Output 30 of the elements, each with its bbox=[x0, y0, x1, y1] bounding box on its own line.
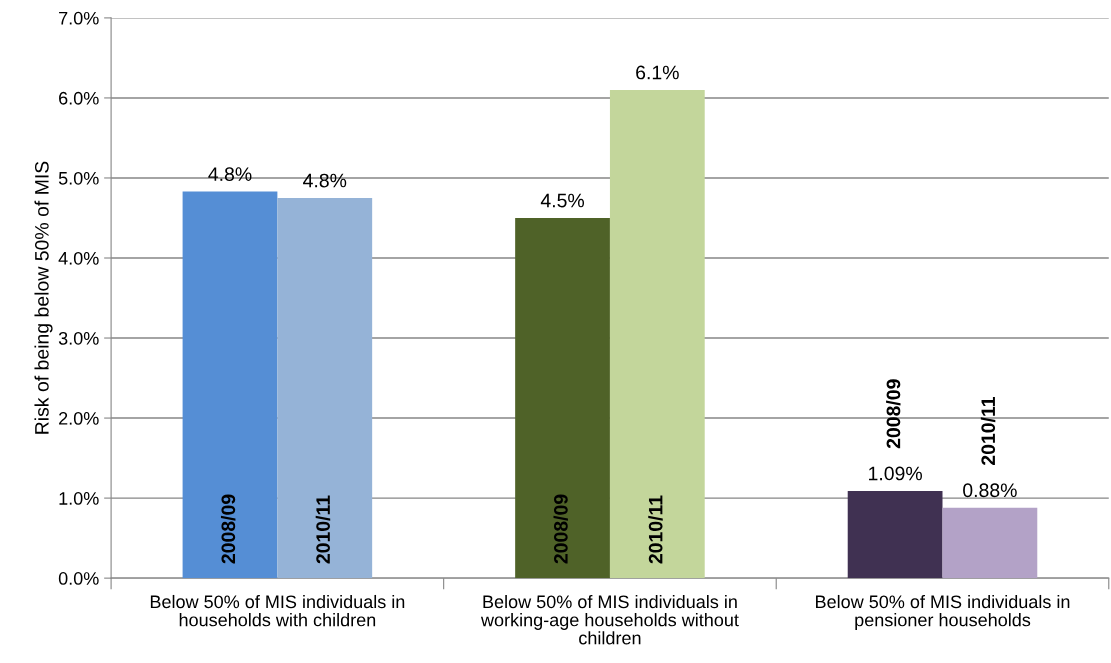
data-label: 0.88% bbox=[963, 483, 1017, 498]
data-label: 4.8% bbox=[303, 173, 347, 188]
data-label: 4.8% bbox=[208, 167, 252, 182]
y-tick-label: 6.0% bbox=[59, 91, 99, 105]
y-tick-label: 0.0% bbox=[58, 572, 99, 585]
text: 2008/09 bbox=[886, 379, 901, 449]
y-tick-label: 1.0% bbox=[59, 492, 99, 505]
bar bbox=[609, 89, 705, 579]
y-tick-label: 2.0% bbox=[59, 412, 99, 425]
bar bbox=[942, 507, 1038, 579]
series-label: 2010/11 bbox=[315, 495, 331, 564]
text: 2008/09 bbox=[553, 494, 568, 564]
x-tick-label: Below 50% of MIS individuals in households with children bbox=[150, 594, 405, 627]
bar bbox=[277, 197, 373, 579]
data-label: 1.09% bbox=[869, 466, 922, 481]
bar bbox=[515, 217, 610, 579]
y-axis-title: Risk of being below 50% of MIS bbox=[34, 161, 53, 434]
y-tick-label: 5.0% bbox=[58, 171, 99, 185]
x-tick-label: Below 50% of MIS individuals in working-age households without children bbox=[480, 594, 739, 645]
text: 2010/11 bbox=[648, 495, 663, 564]
bar bbox=[182, 191, 278, 579]
text: 2010/11 bbox=[980, 397, 996, 466]
data-label: 6.1% bbox=[636, 65, 679, 80]
x-tick-label: Below 50% of MIS individuals in pensioner households bbox=[816, 594, 1070, 630]
y-tick-label: 7.0% bbox=[59, 11, 99, 25]
bar bbox=[847, 490, 943, 579]
y-tick-label: 4.0% bbox=[58, 251, 99, 265]
y-tick-label: 3.0% bbox=[58, 331, 99, 345]
data-label: 4.5% bbox=[540, 193, 585, 208]
series-label: 2008/09 bbox=[220, 494, 236, 564]
